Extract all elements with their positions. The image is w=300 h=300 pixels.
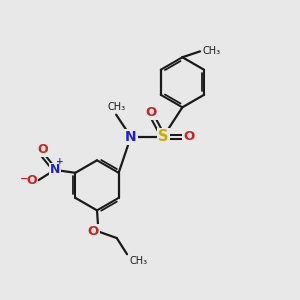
Text: O: O: [27, 174, 38, 187]
Text: O: O: [146, 106, 157, 119]
Text: −: −: [20, 174, 28, 184]
Text: +: +: [56, 157, 64, 166]
Text: CH₃: CH₃: [107, 102, 125, 112]
Text: O: O: [183, 130, 194, 143]
Text: N: N: [50, 164, 60, 176]
Text: CH₃: CH₃: [203, 46, 221, 56]
Text: CH₃: CH₃: [130, 256, 148, 266]
Text: S: S: [158, 129, 169, 144]
Text: N: N: [125, 130, 137, 144]
Text: O: O: [88, 225, 99, 238]
Text: O: O: [37, 143, 48, 156]
